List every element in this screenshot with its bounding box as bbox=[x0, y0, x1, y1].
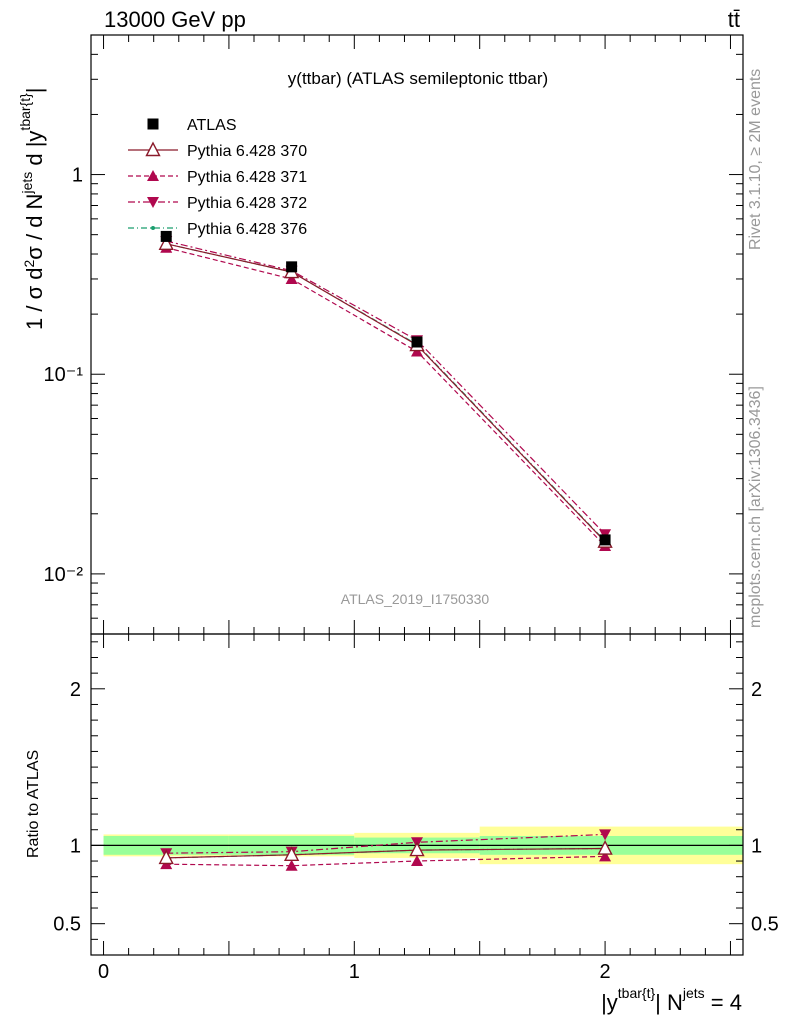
mcplots-label: mcplots.cern.ch [arXiv:1306.3436] bbox=[747, 386, 764, 628]
ratio-plot-frame bbox=[90, 633, 744, 956]
data-point-ratio-0-1 bbox=[283, 846, 300, 861]
data-point-main-0-2 bbox=[411, 336, 423, 348]
data-point-ratio-0-2 bbox=[409, 841, 425, 857]
main-y-axis-label: 1 / σ d2σ / d Njets d |ytbar{t}| bbox=[17, 87, 47, 330]
main-y-tick-label: 1 bbox=[72, 165, 83, 187]
data-point-ratio-2-3 bbox=[599, 829, 612, 841]
data-point-ratio-0-3 bbox=[597, 840, 613, 855]
ratio-y-axis-label: Ratio to ATLAS bbox=[25, 750, 42, 858]
data-point-main-1-0 bbox=[158, 235, 174, 251]
data-point-main-0-3 bbox=[599, 534, 611, 546]
legend-label-1: Pythia 6.428 370 bbox=[187, 143, 307, 160]
data-point-main-0-1 bbox=[286, 261, 298, 273]
series-line-main-3 bbox=[166, 240, 606, 535]
x-tick-label: 0 bbox=[98, 961, 109, 983]
series-line-main-2 bbox=[166, 247, 606, 547]
legend-marker-2 bbox=[147, 170, 159, 181]
series-line-ratio-2 bbox=[166, 833, 606, 854]
legend-marker-1 bbox=[145, 141, 161, 157]
series-line-ratio-0 bbox=[166, 847, 606, 859]
svg-text:|ytbar{t}| Njets = 4: |ytbar{t}| Njets = 4 bbox=[601, 985, 742, 1015]
x-tick-label: 2 bbox=[600, 961, 611, 983]
data-point-ratio-1-2 bbox=[411, 855, 423, 867]
svg-text:1 / σ d2σ / d Njets d |ytbar{t: 1 / σ d2σ / d Njets d |ytbar{t}| bbox=[17, 87, 47, 330]
legend-label-0: ATLAS bbox=[187, 117, 237, 134]
data-point-main-2-1 bbox=[285, 272, 298, 284]
main-y-tick-label: 10⁻² bbox=[44, 564, 84, 586]
rivet-label: Rivet 3.1.10, ≥ 2M events bbox=[747, 69, 764, 250]
data-point-main-0-0 bbox=[160, 230, 172, 242]
data-point-ratio-1-1 bbox=[285, 859, 298, 871]
legend-marker-0 bbox=[147, 118, 159, 130]
process-label: tt̄ bbox=[728, 7, 740, 32]
analysis-watermark: ATLAS_2019_I1750330 bbox=[341, 591, 490, 607]
legend-marker-3 bbox=[147, 197, 159, 208]
data-point-ratio-1-3 bbox=[599, 850, 612, 862]
series-line-main-4 bbox=[166, 243, 606, 542]
legend-label-2: Pythia 6.428 371 bbox=[187, 169, 307, 186]
ratio-y-tick-label-right: 2 bbox=[751, 679, 762, 701]
data-point-ratio-0-0 bbox=[158, 849, 174, 865]
series-line-main-1 bbox=[166, 243, 606, 543]
legend-label-3: Pythia 6.428 372 bbox=[187, 195, 307, 212]
ratio-y-tick-label: 1 bbox=[70, 835, 81, 857]
series-line-ratio-1 bbox=[166, 855, 606, 867]
legend-label-4: Pythia 6.428 376 bbox=[187, 221, 307, 238]
main-y-tick-label: 10⁻¹ bbox=[44, 364, 84, 386]
x-tick-label: 1 bbox=[349, 961, 360, 983]
ratio-y-tick-label: 0.5 bbox=[53, 914, 81, 936]
ratio-y-tick-label-right: 0.5 bbox=[751, 914, 779, 936]
ratio-y-tick-label: 2 bbox=[70, 679, 81, 701]
plot-title: y(ttbar) (ATLAS semileptonic ttbar) bbox=[288, 69, 548, 88]
collision-label: 13000 GeV pp bbox=[104, 7, 246, 32]
ratio-y-tick-label-right: 1 bbox=[751, 835, 762, 857]
legend-marker-4 bbox=[151, 226, 155, 230]
x-axis-label: |ytbar{t}| Njets = 4 bbox=[601, 985, 742, 1015]
